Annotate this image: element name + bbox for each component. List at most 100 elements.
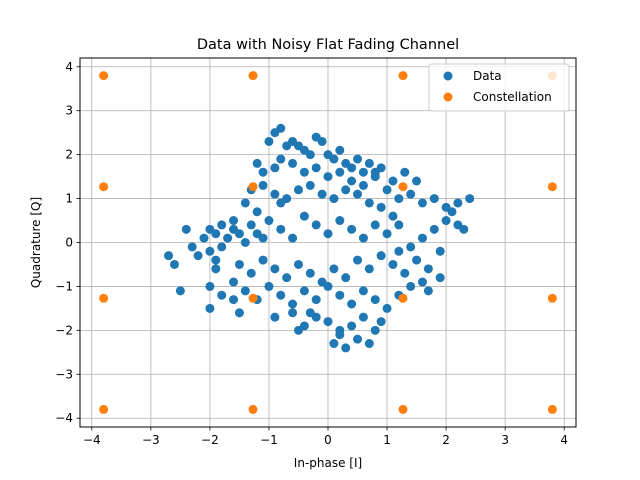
data-point	[347, 176, 357, 186]
data-point	[465, 194, 475, 204]
data-point	[341, 273, 351, 283]
x-tick-label: −2	[201, 433, 219, 447]
data-point	[347, 163, 357, 173]
constellation-point	[248, 182, 258, 192]
data-point	[211, 229, 221, 239]
legend-label-constellation: Constellation	[473, 90, 552, 104]
data-point	[246, 220, 256, 230]
data-point	[353, 255, 363, 265]
data-point	[305, 308, 315, 318]
data-point	[169, 259, 179, 269]
data-point	[187, 242, 197, 252]
data-point	[181, 224, 191, 234]
constellation-point	[547, 404, 557, 414]
series	[99, 71, 557, 414]
data-point	[252, 158, 262, 168]
data-point	[406, 189, 416, 199]
data-point	[370, 220, 380, 230]
data-point	[412, 176, 422, 186]
series-data	[164, 123, 475, 353]
data-point	[258, 180, 268, 190]
data-point	[305, 268, 315, 278]
data-point	[323, 229, 333, 239]
x-tick-label: −3	[142, 433, 160, 447]
grid	[80, 58, 576, 427]
data-point	[353, 334, 363, 344]
data-point	[382, 185, 392, 195]
data-point	[429, 224, 439, 234]
data-point	[417, 277, 427, 287]
x-tick-label: −1	[260, 433, 278, 447]
data-point	[323, 172, 333, 182]
y-tick-label: −4	[55, 411, 73, 425]
data-point	[347, 299, 357, 309]
data-point	[406, 242, 416, 252]
data-point	[240, 238, 250, 247]
data-point	[335, 330, 345, 340]
data-point	[258, 255, 268, 265]
data-point	[376, 317, 386, 327]
data-point	[329, 339, 339, 349]
data-point	[329, 154, 339, 164]
data-point	[358, 312, 368, 322]
data-point	[429, 194, 439, 204]
constellation-point	[99, 404, 109, 414]
data-point	[370, 295, 380, 305]
x-tick-label: 1	[383, 433, 391, 447]
constellation-point	[99, 182, 109, 192]
data-point	[329, 194, 339, 204]
constellation-point	[99, 293, 109, 303]
data-point	[412, 255, 422, 265]
series-constellation	[99, 71, 557, 414]
data-point	[364, 158, 374, 168]
data-point	[270, 189, 280, 199]
constellation-point	[547, 182, 557, 192]
data-point	[347, 224, 357, 234]
data-point	[323, 281, 333, 291]
constellation-point	[248, 404, 258, 414]
data-point	[423, 286, 433, 296]
constellation-point	[398, 404, 408, 414]
data-point	[299, 211, 309, 221]
data-point	[376, 202, 386, 212]
data-point	[364, 339, 374, 349]
legend-marker-data	[443, 71, 453, 81]
x-axis-label: In-phase [I]	[294, 456, 362, 470]
data-point	[234, 229, 244, 239]
data-point	[270, 264, 280, 274]
data-point	[335, 145, 345, 155]
legend-box	[428, 63, 570, 112]
data-point	[234, 259, 244, 269]
data-point	[382, 303, 392, 313]
data-point	[311, 163, 321, 173]
data-point	[311, 295, 321, 305]
data-point	[293, 325, 303, 335]
data-point	[400, 268, 410, 278]
data-point	[288, 308, 298, 318]
data-point	[406, 281, 416, 291]
data-point	[211, 255, 221, 265]
x-tick-label: 2	[442, 433, 450, 447]
data-point	[441, 216, 451, 226]
data-point	[299, 286, 309, 296]
y-tick-label: −3	[55, 367, 73, 381]
data-point	[217, 242, 227, 252]
data-point	[270, 163, 280, 173]
data-point	[211, 264, 221, 274]
data-point	[353, 154, 363, 164]
y-axis-label: Quadrature [Q]	[29, 197, 43, 288]
data-point	[341, 343, 351, 353]
data-point	[276, 224, 286, 234]
data-point	[217, 220, 227, 230]
data-point	[252, 207, 262, 217]
data-point	[394, 194, 404, 204]
data-point	[288, 299, 298, 309]
data-point	[341, 185, 351, 195]
data-point	[229, 216, 239, 226]
y-tick-label: −2	[55, 323, 73, 337]
data-point	[417, 233, 427, 243]
data-point	[347, 321, 357, 331]
data-point	[299, 167, 309, 177]
x-tick-label: 4	[560, 433, 568, 447]
